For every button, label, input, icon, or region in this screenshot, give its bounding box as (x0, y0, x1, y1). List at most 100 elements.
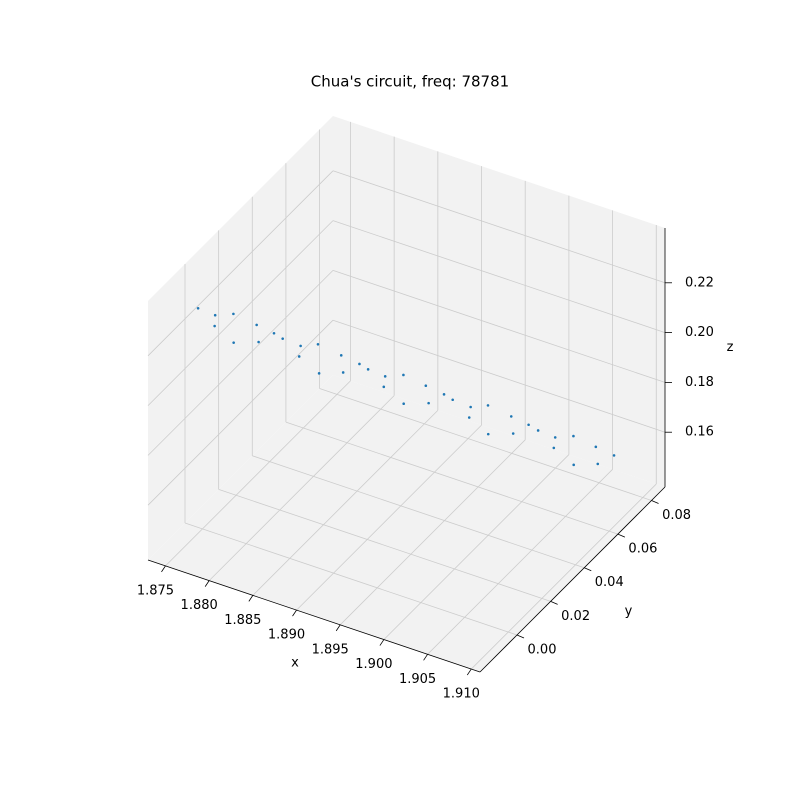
x-tick-label: 1.910 (443, 687, 480, 702)
grid-line (147, 220, 334, 406)
grid-line (332, 170, 666, 284)
point (572, 434, 575, 438)
x-axis-label: x (291, 656, 299, 671)
point (299, 344, 302, 348)
point (255, 323, 258, 327)
point (552, 446, 556, 450)
x-tick-label: 1.905 (399, 672, 436, 687)
point (424, 384, 428, 388)
point (281, 337, 284, 340)
point (427, 401, 430, 405)
grid-line (339, 439, 526, 626)
z-tick-label: 0.16 (685, 425, 714, 440)
grid-line (470, 483, 657, 670)
point (402, 373, 405, 377)
grid-line (147, 170, 334, 357)
y-axis-label: y (625, 604, 633, 619)
tick-mark (466, 668, 472, 676)
tick-mark (292, 609, 297, 617)
point (594, 445, 598, 449)
point (272, 331, 276, 335)
x-tick-label: 1.890 (268, 628, 305, 643)
point (232, 312, 235, 316)
point (232, 341, 235, 344)
x-tick-label: 1.900 (355, 657, 392, 672)
grid-line (296, 424, 482, 611)
y-tick-label: 0.02 (561, 609, 590, 624)
point (316, 342, 320, 346)
tick-mark (516, 634, 525, 639)
point (553, 436, 557, 439)
point (358, 362, 361, 366)
point (382, 385, 386, 389)
grid-line (252, 455, 585, 569)
grid-line (184, 522, 518, 636)
point (341, 371, 345, 374)
grid-line (332, 220, 666, 333)
y-tick-label: 0.00 (528, 643, 557, 658)
x-tick-label: 1.880 (181, 598, 218, 613)
grid-line (427, 469, 613, 655)
tick-mark (379, 639, 385, 646)
x-tick-label: 1.895 (312, 642, 349, 657)
grid-line (285, 421, 619, 535)
point (383, 375, 387, 378)
y-axis-line (479, 486, 666, 673)
point (572, 463, 576, 467)
point (527, 423, 530, 427)
point (366, 368, 370, 371)
point (486, 432, 490, 436)
grid-line (319, 388, 652, 501)
point (451, 398, 454, 402)
tick-mark (248, 595, 254, 602)
back-pane (333, 116, 665, 487)
y-tick-label: 0.04 (595, 575, 624, 590)
point (486, 404, 490, 407)
grid-line (165, 380, 351, 567)
z-tick-label: 0.20 (685, 325, 714, 340)
tick-mark (204, 580, 210, 587)
point (213, 324, 216, 328)
grid-line (332, 270, 666, 383)
grid-line (147, 270, 334, 456)
chart-title: Chua's circuit, freq: 78781 (311, 73, 509, 91)
point (196, 306, 200, 310)
grid-line (332, 319, 666, 433)
point (467, 416, 471, 419)
tick-mark (335, 624, 341, 632)
point (339, 354, 343, 357)
tick-mark (617, 533, 626, 538)
x-tick-label: 1.875 (137, 583, 174, 598)
point (511, 432, 515, 435)
point (317, 372, 321, 375)
point (469, 405, 472, 409)
bottom-pane (148, 375, 665, 672)
tick-mark (550, 600, 558, 605)
x-axis-line (147, 559, 481, 673)
tick-mark (423, 654, 428, 661)
grid-line (147, 319, 334, 506)
y-tick-label: 0.06 (628, 542, 657, 557)
grid-line (252, 410, 439, 596)
grid-line (383, 454, 570, 640)
z-axis-label: z (727, 340, 734, 355)
x-tick-label: 1.885 (224, 613, 261, 628)
z-tick-label: 0.22 (685, 275, 714, 290)
tick-mark (584, 567, 592, 572)
left-pane (148, 116, 333, 560)
point (402, 402, 405, 406)
tick-mark (161, 565, 166, 573)
point (297, 355, 301, 358)
point (596, 462, 600, 466)
y-tick-label: 0.08 (662, 508, 691, 523)
point (257, 340, 260, 344)
point (612, 454, 616, 457)
point (213, 313, 217, 317)
point (509, 415, 513, 418)
point (442, 393, 446, 396)
tick-mark (651, 500, 659, 504)
grid-line (208, 395, 395, 581)
point (536, 429, 540, 432)
grid-line (218, 488, 551, 602)
